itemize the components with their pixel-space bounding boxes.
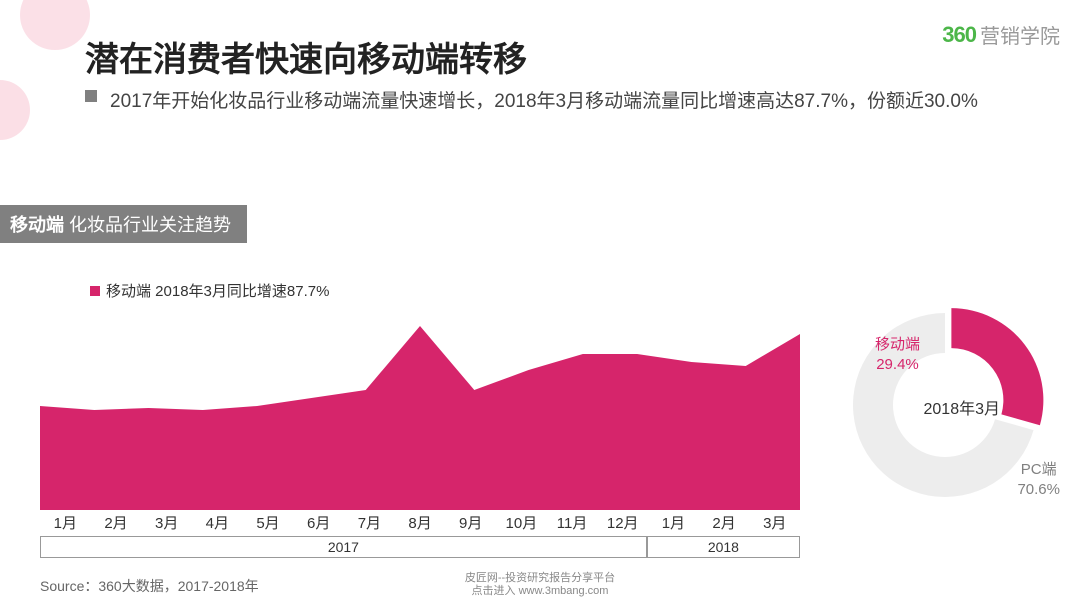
x-axis-tick: 5月 (243, 512, 294, 533)
chart-legend: 移动端 2018年3月同比增速87.7% (90, 280, 329, 301)
x-axis-tick: 9月 (445, 512, 496, 533)
page-title: 潜在消费者快速向移动端转移 (85, 32, 527, 81)
x-axis-tick: 2月 (699, 512, 750, 533)
x-axis-tick: 1月 (40, 512, 91, 533)
year-cell: 2018 (647, 536, 800, 558)
x-axis-labels: 1月2月3月4月5月6月7月8月9月10月11月12月1月2月3月 (40, 512, 800, 533)
footer-line1: 皮匠网--投资研究报告分享平台 (465, 572, 615, 585)
x-axis-tick: 4月 (192, 512, 243, 533)
page-subtitle: 2017年开始化妆品行业移动端流量快速增长，2018年3月移动端流量同比增速高达… (110, 86, 1030, 118)
year-axis: 20172018 (40, 536, 800, 558)
footer-line2: 点击进入 www.3mbang.com (465, 585, 615, 598)
decorative-circle (20, 0, 90, 50)
brand-logo: 360 营销学院 (942, 20, 1060, 49)
donut-center-label: 2018年3月 (924, 395, 1001, 419)
x-axis-tick: 6月 (293, 512, 344, 533)
area-chart (40, 310, 800, 510)
section-tag-text: 化妆品行业关注趋势 (64, 215, 231, 235)
x-axis-tick: 1月 (648, 512, 699, 533)
x-axis-tick: 2月 (91, 512, 142, 533)
source-text: Source：360大数据，2017-2018年 (40, 576, 259, 596)
x-axis-tick: 7月 (344, 512, 395, 533)
footer-attribution: 皮匠网--投资研究报告分享平台 点击进入 www.3mbang.com (465, 572, 615, 598)
legend-label: 移动端 2018年3月同比增速87.7% (106, 280, 329, 301)
section-tag-bold: 移动端 (10, 215, 64, 235)
donut-label-mobile: 移动端29.4% (875, 335, 920, 374)
x-axis-tick: 11月 (547, 512, 598, 533)
x-axis-tick: 3月 (749, 512, 800, 533)
x-axis-tick: 3月 (141, 512, 192, 533)
legend-swatch-icon (90, 286, 100, 296)
bullet-icon (85, 90, 97, 102)
logo-text: 营销学院 (980, 20, 1060, 49)
logo-number: 360 (942, 22, 976, 48)
x-axis-tick: 8月 (395, 512, 446, 533)
decorative-circle (0, 80, 30, 140)
section-tag: 移动端 化妆品行业关注趋势 (0, 205, 247, 243)
donut-label-pc: PC端70.6% (1017, 460, 1060, 499)
x-axis-tick: 12月 (597, 512, 648, 533)
x-axis-tick: 10月 (496, 512, 547, 533)
year-cell: 2017 (40, 536, 647, 558)
